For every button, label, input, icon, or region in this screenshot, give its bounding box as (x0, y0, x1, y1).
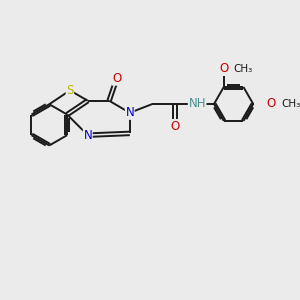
Text: O: O (219, 62, 228, 75)
Text: N: N (125, 106, 134, 119)
Text: O: O (170, 120, 180, 133)
Text: CH₃: CH₃ (233, 64, 253, 74)
Text: N: N (83, 129, 92, 142)
Text: O: O (267, 98, 276, 110)
Text: S: S (66, 84, 74, 97)
Text: O: O (112, 72, 121, 85)
Text: NH: NH (188, 98, 206, 110)
Text: CH₃: CH₃ (281, 99, 300, 109)
